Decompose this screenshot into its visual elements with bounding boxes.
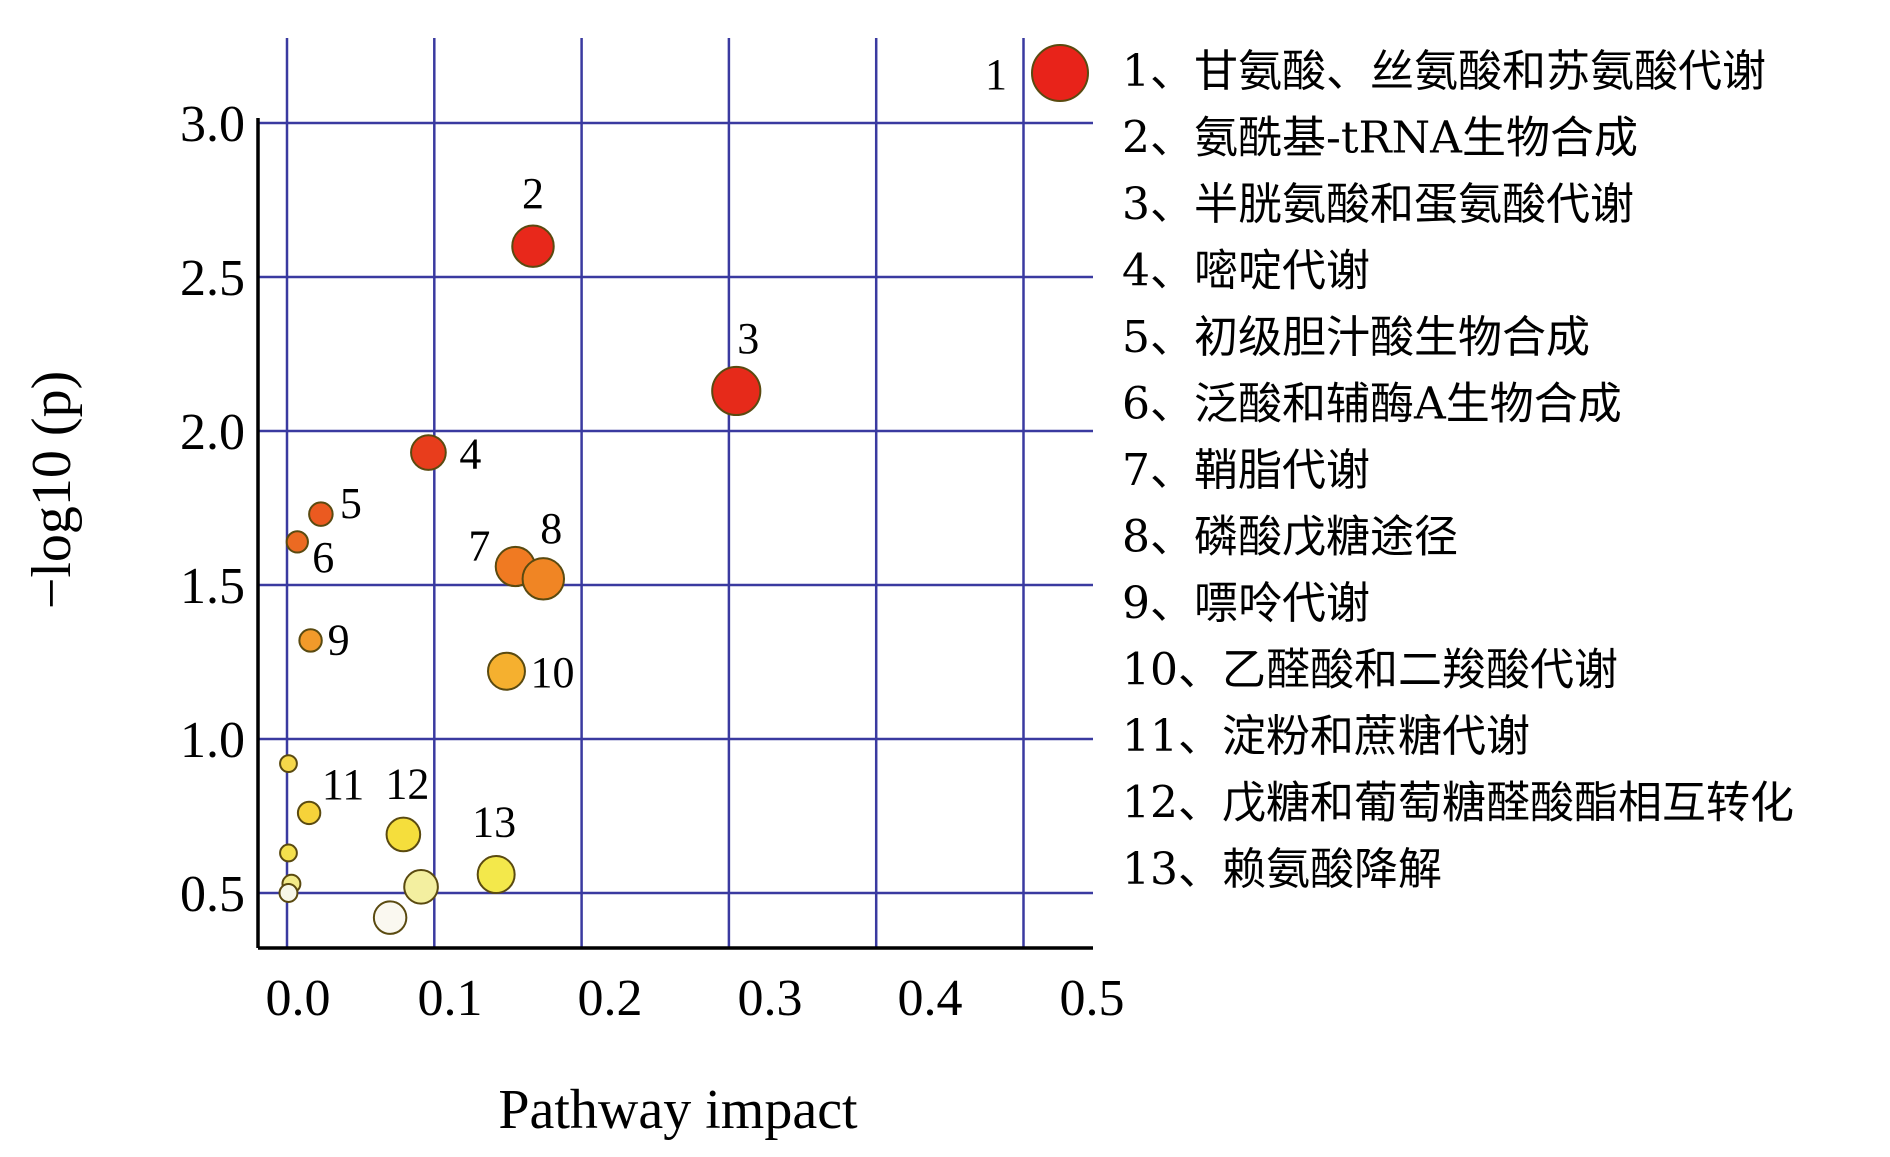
legend-entry: 4、嘧啶代谢 (1122, 246, 1370, 297)
legend-entry: 9、嘌呤代谢 (1122, 578, 1370, 629)
x-tick-label: 0.5 (1060, 970, 1125, 1027)
data-point-5 (308, 501, 334, 527)
point-label: 9 (328, 615, 350, 664)
legend-entry: 1、甘氨酸、丝氨酸和苏氨酸代谢 (1122, 46, 1766, 97)
y-tick-label: 1.0 (180, 712, 245, 769)
data-point-12 (385, 816, 422, 853)
data-point-13 (476, 855, 516, 895)
point-label: 8 (540, 504, 562, 553)
x-tick-label: 0.4 (898, 970, 963, 1027)
grid-layer (258, 38, 1093, 948)
point-label: 10 (530, 648, 574, 697)
point-label: 6 (312, 533, 334, 582)
point-label: 4 (459, 430, 481, 479)
y-tick-label: 3.0 (180, 96, 245, 153)
data-point-10 (486, 651, 526, 691)
point-label: 5 (340, 479, 362, 528)
x-tick-label: 0.0 (266, 970, 331, 1027)
legend-entry: 11、淀粉和蔗糖代谢 (1122, 711, 1530, 762)
data-point-unlabeled (278, 883, 299, 903)
axes-layer: 0.5 1.0 1.5 2.0 2.5 3.0 0.0 0.1 0.2 0.3 0.4 0.5 (180, 96, 1125, 1027)
data-point-2 (511, 224, 555, 268)
data-point-9 (298, 628, 323, 653)
x-tick-label: 0.1 (418, 970, 483, 1027)
data-point-1 (1031, 44, 1089, 102)
x-tick-label: 0.3 (738, 970, 803, 1027)
legend-entry: 8、磷酸戊糖途径 (1122, 512, 1458, 563)
point-label: 7 (468, 522, 490, 571)
y-tick-label: 0.5 (180, 866, 245, 923)
y-tick-label: 1.5 (180, 558, 245, 615)
legend-entry: 13、赖氨酸降解 (1122, 844, 1442, 895)
legend: 1、甘氨酸、丝氨酸和苏氨酸代谢 2、氨酰基-tRNA生物合成 3、半胱氨酸和蛋氨酸代… (1122, 46, 1794, 895)
data-point-unlabeled (372, 900, 408, 935)
data-point-8 (521, 557, 566, 601)
data-point-unlabeled (279, 843, 298, 863)
data-point-4 (410, 434, 447, 471)
point-label: 11 (322, 760, 364, 809)
data-point-3 (711, 365, 762, 417)
point-label: 12 (385, 759, 429, 808)
data-point-unlabeled (279, 754, 298, 774)
y-tick-label: 2.5 (180, 250, 245, 307)
data-point-unlabeled (403, 869, 439, 905)
legend-entry: 10、乙醛酸和二羧酸代谢 (1122, 645, 1618, 696)
x-axis-title: Pathway impact (498, 1079, 858, 1141)
point-label: 1 (985, 50, 1007, 99)
points-layer (278, 44, 1089, 935)
legend-entry: 5、初级胆汁酸生物合成 (1122, 312, 1590, 363)
x-tick-label: 0.2 (578, 970, 643, 1027)
legend-entry: 6、泛酸和辅酶A生物合成 (1122, 379, 1622, 430)
legend-entry: 7、鞘脂代谢 (1122, 445, 1370, 496)
point-label: 3 (737, 314, 759, 363)
y-tick-label: 2.0 (180, 404, 245, 461)
point-label: 2 (522, 169, 544, 218)
data-point-11 (296, 800, 322, 826)
y-axis-title: −log10 (p) (21, 371, 83, 609)
legend-entry: 12、戊糖和葡萄糖醛酸酯相互转化 (1122, 778, 1794, 829)
point-label: 13 (472, 798, 516, 847)
legend-entry: 2、氨酰基-tRNA生物合成 (1122, 113, 1638, 164)
data-point-6 (285, 530, 309, 554)
legend-entry: 3、半胱氨酸和蛋氨酸代谢 (1122, 179, 1634, 230)
